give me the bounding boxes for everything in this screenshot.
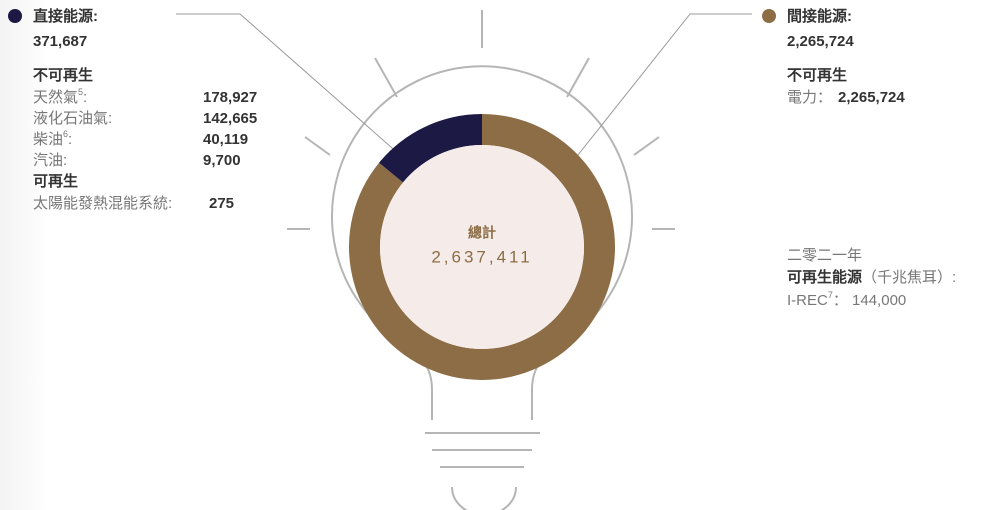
leader-line xyxy=(569,13,752,166)
note-year: 二零二一年 xyxy=(787,247,862,264)
item-label: 天然氣5: xyxy=(33,87,87,106)
item-name: 電力： xyxy=(787,89,832,106)
note-value: ： 144,000 xyxy=(833,292,906,309)
legend-label: 直接能源: xyxy=(33,7,98,25)
item-value: 40,119 xyxy=(203,131,248,148)
item-label: 柴油6: xyxy=(33,129,72,148)
total-label: 總計 xyxy=(468,225,496,241)
note-rec: I-REC7： 144,000 xyxy=(787,290,906,309)
item-name: 液化石油氣: xyxy=(33,110,112,127)
donut xyxy=(349,114,615,380)
group-heading: 不可再生 xyxy=(787,66,847,84)
item-note: 6 xyxy=(63,129,68,139)
note-unit: （千兆焦耳）: xyxy=(862,269,956,286)
note-name: I-REC xyxy=(787,292,828,309)
item-name: 太陽能發熱混能系統: xyxy=(33,195,172,212)
item-name: 汽油: xyxy=(33,152,67,169)
item-value: 178,927 xyxy=(203,89,257,106)
item-note: 5 xyxy=(78,87,83,97)
legend-marker xyxy=(8,9,22,23)
item-value: 2,265,724 xyxy=(838,89,905,106)
item-sep: : xyxy=(68,131,72,148)
item-name: 天然氣 xyxy=(33,89,78,106)
item-label: 汽油: xyxy=(33,152,67,169)
legend-value: 2,265,724 xyxy=(787,33,854,50)
item-value: 9,700 xyxy=(203,152,241,169)
legend-label: 間接能源: xyxy=(787,7,852,25)
item-label: 電力： xyxy=(787,89,832,106)
item-value: 275 xyxy=(209,195,234,212)
group-heading: 可再生 xyxy=(33,172,78,190)
item-sep: : xyxy=(83,89,87,106)
legend-marker xyxy=(762,9,776,23)
item-value: 142,665 xyxy=(203,110,257,127)
donut-segment xyxy=(379,114,482,183)
item-name: 柴油 xyxy=(33,131,63,148)
note-sup: 7 xyxy=(828,290,833,300)
note-title-bold: 可再生能源 xyxy=(787,268,862,286)
note-title: 可再生能源（千兆焦耳）: xyxy=(787,268,956,286)
total-value: 2,637,411 xyxy=(431,247,532,266)
legend-value: 371,687 xyxy=(33,33,87,50)
donut-hole xyxy=(380,145,584,349)
leader-line xyxy=(176,13,401,156)
group-heading: 不可再生 xyxy=(33,66,93,84)
item-label: 液化石油氣: xyxy=(33,110,112,127)
item-label: 太陽能發熱混能系統: xyxy=(33,195,172,212)
